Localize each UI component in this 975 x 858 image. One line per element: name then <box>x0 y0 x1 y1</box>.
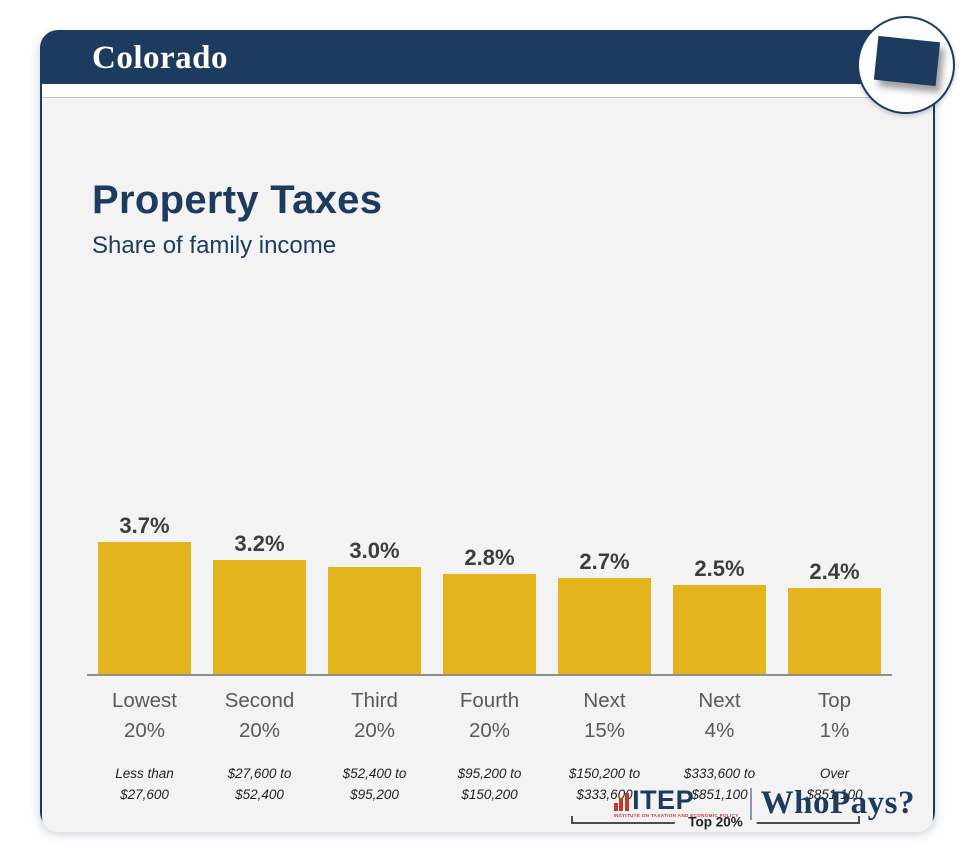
itep-logo: ITEP INSTITUTE ON TAXATION AND ECONOMIC … <box>613 784 739 819</box>
bar-column: 3.7% <box>87 498 202 674</box>
logo-separator <box>749 787 752 820</box>
income-range-label: Less than $27,600 <box>115 766 174 802</box>
income-range-label: $95,200 to $150,200 <box>457 766 522 802</box>
income-range-label: $52,400 to $95,200 <box>342 766 407 802</box>
bar <box>443 574 536 674</box>
bar-value-label: 2.4% <box>809 559 860 585</box>
top-20-bracket: Top 20% <box>571 814 860 830</box>
bar-column: 2.5% <box>662 498 777 674</box>
card-header: Colorado <box>42 32 933 84</box>
bar-column: 3.0% <box>317 498 432 674</box>
category-label: Third 20% <box>351 689 398 742</box>
category-label: Second 20% <box>224 689 295 742</box>
bar-value-label: 3.7% <box>119 512 170 538</box>
category-label: Fourth 20% <box>459 689 520 742</box>
bar <box>788 588 881 674</box>
whopays-wordmark: WhoPays? <box>760 785 915 821</box>
income-range-label: $150,200 to $333,600 <box>568 766 641 802</box>
axis-label-column: Third 20% $52,400 to $95,200 <box>317 686 432 805</box>
bracket-label: Top 20% <box>674 814 757 830</box>
itep-bars-icon <box>613 792 631 811</box>
state-name: Colorado <box>92 39 228 76</box>
x-axis-labels: Lowest 20% Less than $27,600 Second 20% $27… <box>87 686 892 805</box>
bar-value-label: 2.8% <box>464 545 515 570</box>
category-label: Lowest 20% <box>112 689 177 742</box>
axis-label-column: Top 1% Over $851,100 <box>777 686 892 805</box>
axis-label-column: Next 15% $150,200 to $333,600 <box>547 686 662 805</box>
bar <box>98 541 191 674</box>
state-badge <box>857 16 955 114</box>
bar-column: 3.2% <box>202 498 317 674</box>
income-range-label: $333,600 to $851,100 <box>683 766 756 802</box>
axis-label-column: Lowest 20% Less than $27,600 <box>87 686 202 805</box>
footer-logos: ITEP INSTITUTE ON TAXATION AND ECONOMIC … <box>613 784 915 822</box>
axis-label-column: Fourth 20% $95,200 to $150,200 <box>432 686 547 805</box>
bar-chart: 3.7% 3.2% 3.0% 2.8% 2.7% 2.5% 2.4% <box>87 498 892 676</box>
state-report-card: Colorado Property Taxes Share of family … <box>40 30 935 832</box>
category-label: Next 15% <box>583 689 626 742</box>
colorado-state-icon <box>873 35 941 87</box>
chart-title: Property Taxes <box>92 178 383 222</box>
bar-value-label: 3.0% <box>349 537 400 563</box>
bar-value-label: 3.2% <box>234 530 285 556</box>
bar-value-label: 2.7% <box>579 548 630 574</box>
bar <box>673 584 766 674</box>
bar-column: 2.4% <box>777 498 892 674</box>
bar <box>558 577 651 674</box>
itep-tagline: INSTITUTE ON TAXATION AND ECONOMIC POLIC… <box>613 813 739 819</box>
itep-wordmark: ITEP <box>632 784 695 815</box>
bar-value-label: 2.5% <box>694 555 745 581</box>
bar-column: 2.8% <box>432 498 547 674</box>
category-label: Next 4% <box>698 689 741 742</box>
income-range-label: Over $851,100 <box>806 766 863 802</box>
axis-label-column: Next 4% $333,600 to $851,100 <box>662 686 777 805</box>
income-range-label: $27,600 to $52,400 <box>227 766 292 802</box>
chart-subtitle: Share of family income <box>92 232 337 259</box>
chart-panel: Property Taxes Share of family income 3.… <box>42 97 933 832</box>
axis-label-column: Second 20% $27,600 to $52,400 <box>202 686 317 805</box>
bar <box>213 559 306 674</box>
bar <box>328 566 421 674</box>
bar-column: 2.7% <box>547 498 662 674</box>
category-label: Top 1% <box>817 689 852 742</box>
